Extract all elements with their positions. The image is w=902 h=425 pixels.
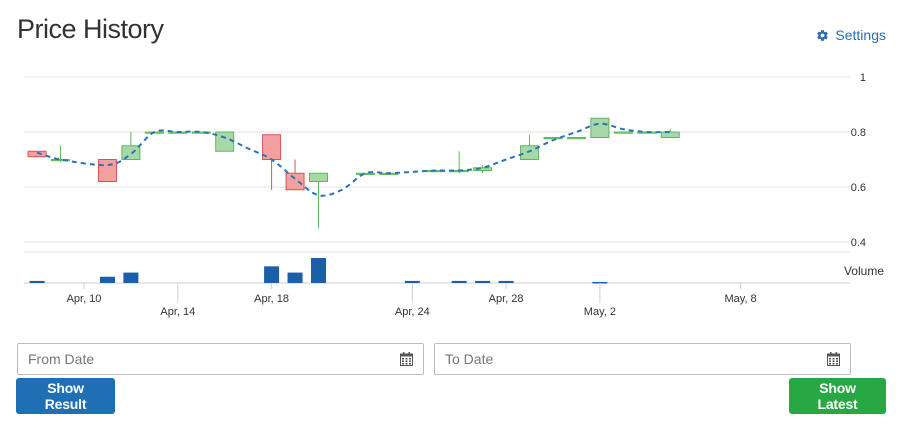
volume-bar <box>123 272 139 283</box>
y-tick-label: 0.8 <box>851 127 866 139</box>
candle-body <box>660 131 680 138</box>
settings-label: Settings <box>835 27 886 43</box>
volume-bar <box>264 266 280 283</box>
calendar-icon[interactable] <box>400 352 413 366</box>
candle-body <box>191 131 211 134</box>
gear-icon <box>817 29 829 41</box>
calendar-icon[interactable] <box>827 352 840 366</box>
show-latest-button[interactable]: Show Latest <box>789 378 886 414</box>
candle-body <box>590 117 610 138</box>
to-date-input[interactable] <box>445 351 827 367</box>
y-tick-label: 0.4 <box>851 237 866 249</box>
volume-bar <box>498 280 514 283</box>
volume-bar <box>29 280 45 283</box>
chart-axes: 0.4 0.6 0.8 1 Volume Apr, 10 Apr, 18 Apr, 28 May… <box>67 72 885 318</box>
volume-bar <box>451 280 467 283</box>
y-tick-label: 0.6 <box>851 182 866 194</box>
show-result-button[interactable]: Show Result <box>16 378 115 414</box>
chart-grid <box>24 76 850 284</box>
page-title: Price History <box>17 14 164 44</box>
x-tick-label: Apr, 28 <box>489 293 524 305</box>
volume-bar <box>475 280 491 283</box>
volume-bar <box>404 280 420 283</box>
from-date-field[interactable] <box>17 343 424 375</box>
volume-axis-label: Volume <box>844 264 884 278</box>
candle-body <box>566 137 586 140</box>
price-history-chart: 0.4 0.6 0.8 1 Volume Apr, 10 Apr, 18 Apr, 28 May… <box>24 72 885 318</box>
candle-body <box>97 159 117 182</box>
x-tick-label: Apr, 14 <box>160 306 195 318</box>
trend-line <box>36 122 671 197</box>
candle-body <box>309 172 328 182</box>
volume-bars <box>29 258 608 284</box>
volume-bar <box>592 281 608 284</box>
settings-link[interactable]: Settings <box>816 27 886 43</box>
candle-body <box>473 167 493 171</box>
to-date-field[interactable] <box>434 343 851 375</box>
candle-body <box>27 150 47 158</box>
x-tick-label: May, 8 <box>724 293 756 305</box>
x-tick-label: May, 2 <box>584 306 616 318</box>
candle-body <box>285 172 305 191</box>
candle-body <box>355 172 375 175</box>
candlesticks <box>27 117 680 229</box>
from-date-input[interactable] <box>28 351 400 367</box>
volume-bar <box>287 272 303 283</box>
volume-bar <box>311 258 326 283</box>
volume-bar <box>99 276 115 283</box>
x-tick-label: Apr, 24 <box>395 306 430 318</box>
y-tick-label: 1 <box>860 72 866 84</box>
trend-line-path <box>36 122 671 197</box>
candle-body <box>613 131 633 134</box>
x-tick-label: Apr, 10 <box>67 293 102 305</box>
candle-body <box>215 131 235 152</box>
candle-body <box>51 159 71 162</box>
candle-body <box>520 145 540 160</box>
x-tick-label: Apr, 18 <box>254 293 289 305</box>
candle-body <box>543 137 563 140</box>
